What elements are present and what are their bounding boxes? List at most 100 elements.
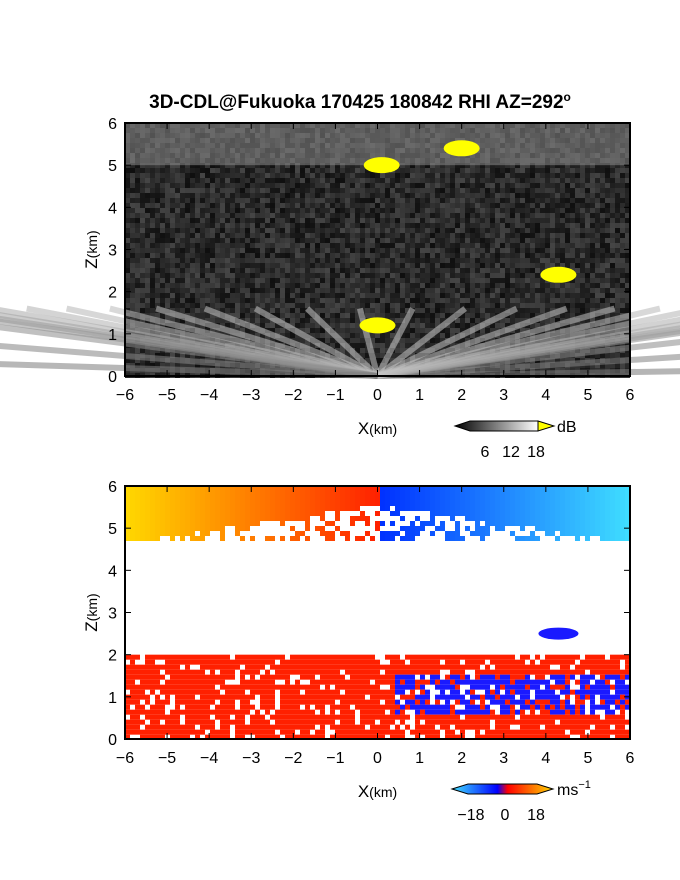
noise-cell [505, 163, 510, 168]
noise-cell [275, 263, 280, 268]
noise-cell [125, 253, 130, 258]
noise-cell [485, 188, 490, 193]
noise-cell [560, 288, 565, 293]
noise-cell [275, 188, 280, 193]
noise-cell [245, 218, 250, 223]
noise-cell [145, 163, 150, 168]
noise-cell [380, 203, 385, 208]
noise-cell [185, 188, 190, 193]
noise-cell [445, 183, 450, 188]
noise-cell [470, 323, 475, 328]
noise-cell [575, 203, 580, 208]
noise-cell [220, 173, 225, 178]
noise-cell [470, 213, 475, 218]
noise-cell [435, 298, 440, 303]
noise-cell [275, 238, 280, 243]
noise-cell [435, 173, 440, 178]
noise-cell [490, 243, 495, 248]
noise-cell [480, 213, 485, 218]
noise-cell [410, 328, 415, 333]
noise-cell [225, 268, 230, 273]
noise-cell [225, 173, 230, 178]
noise-cell [180, 353, 185, 358]
noise-cell [200, 283, 205, 288]
noise-cell [350, 178, 355, 183]
noise-cell [175, 173, 180, 178]
noise-cell [490, 273, 495, 278]
noise-cell [420, 348, 425, 353]
noise-cell [175, 303, 180, 308]
noise-cell [155, 298, 160, 303]
noise-cell [275, 178, 280, 183]
noise-cell [415, 308, 420, 313]
noise-cell [140, 358, 145, 363]
noise-cell [325, 233, 330, 238]
noise-cell [310, 218, 315, 223]
noise-cell [385, 178, 390, 183]
noise-cell [335, 293, 340, 298]
noise-cell [555, 288, 560, 293]
noise-cell [230, 223, 235, 228]
noise-cell [300, 228, 305, 233]
noise-cell [225, 223, 230, 228]
noise-cell [470, 258, 475, 263]
noise-cell [230, 208, 235, 213]
noise-cell [510, 243, 515, 248]
noise-cell [380, 353, 385, 358]
noise-cell [165, 303, 170, 308]
noise-cell [520, 258, 525, 263]
noise-cell [400, 263, 405, 268]
noise-cell [185, 283, 190, 288]
noise-cell [415, 318, 420, 323]
noise-cell [350, 313, 355, 318]
noise-cell [440, 208, 445, 213]
noise-cell [415, 208, 420, 213]
noise-cell [515, 168, 520, 173]
noise-cell [180, 303, 185, 308]
noise-cell [545, 283, 550, 288]
noise-cell [250, 168, 255, 173]
noise-cell [280, 223, 285, 228]
noise-cell [145, 253, 150, 258]
noise-cell [490, 178, 495, 183]
noise-cell [210, 228, 215, 233]
noise-cell [565, 228, 570, 233]
noise-cell [275, 213, 280, 218]
noise-cell [540, 308, 545, 313]
noise-cell [450, 303, 455, 308]
noise-cell [315, 183, 320, 188]
noise-cell [380, 223, 385, 228]
noise-cell [360, 178, 365, 183]
noise-cell [605, 258, 610, 263]
noise-cell [605, 173, 610, 178]
noise-cell [260, 263, 265, 268]
noise-cell [585, 318, 590, 323]
noise-cell [160, 218, 165, 223]
noise-cell [505, 278, 510, 283]
noise-cell [315, 203, 320, 208]
noise-cell [325, 168, 330, 173]
noise-cell [550, 293, 555, 298]
noise-cell [320, 278, 325, 283]
noise-cell [580, 203, 585, 208]
noise-cell [520, 298, 525, 303]
noise-cell [190, 173, 195, 178]
noise-cell [335, 248, 340, 253]
noise-cell [365, 168, 370, 173]
noise-cell [505, 223, 510, 228]
noise-cell [235, 308, 240, 313]
noise-cell [455, 213, 460, 218]
noise-cell [565, 183, 570, 188]
noise-cell [185, 353, 190, 358]
noise-cell [500, 178, 505, 183]
noise-cell [435, 263, 440, 268]
noise-cell [205, 303, 210, 308]
noise-cell [620, 178, 625, 183]
noise-cell [515, 203, 520, 208]
noise-cell [435, 193, 440, 198]
noise-cell [550, 318, 555, 323]
noise-cell [455, 168, 460, 173]
noise-cell [165, 208, 170, 213]
noise-cell [150, 278, 155, 283]
noise-cell [165, 213, 170, 218]
